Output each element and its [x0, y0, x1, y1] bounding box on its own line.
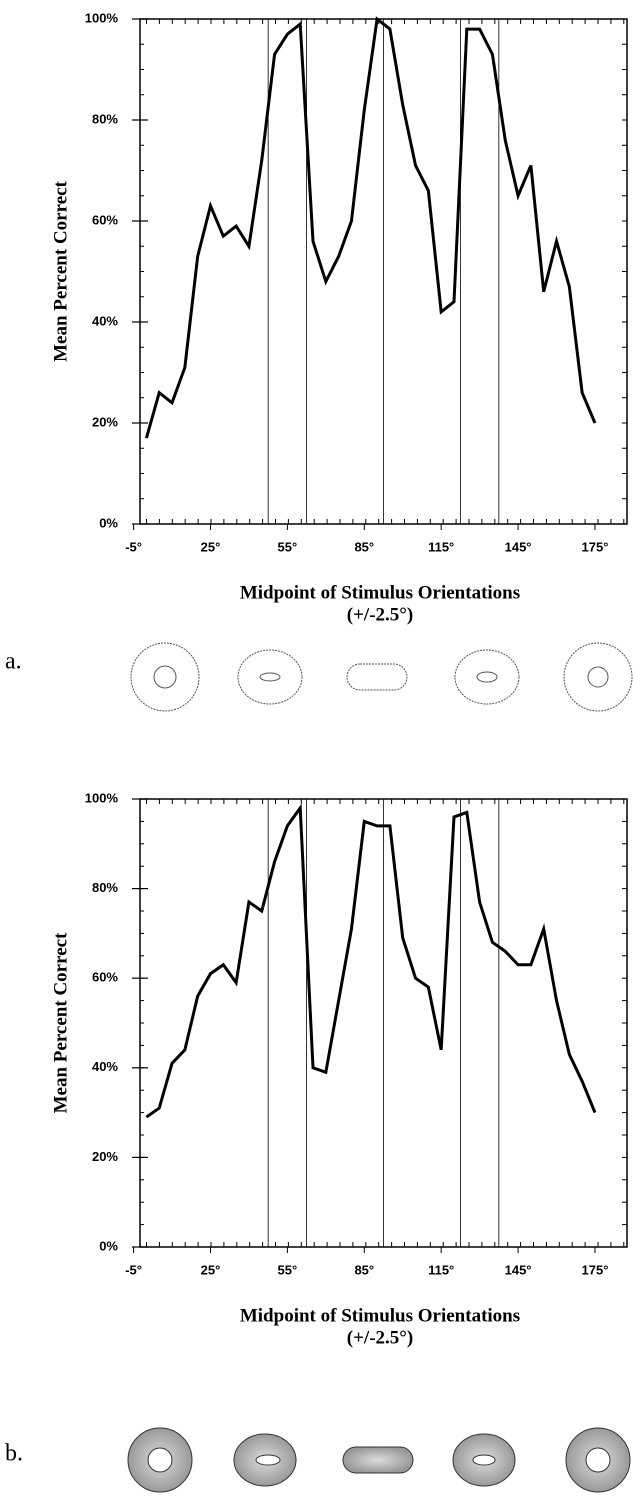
x-tick-label: -5°	[125, 1262, 142, 1277]
x-tick-label: 25°	[201, 1262, 221, 1277]
icons-a	[130, 642, 633, 712]
x-tick-label: -5°	[125, 539, 142, 554]
y-tick-label: 100%	[85, 790, 119, 805]
data-line	[145, 803, 597, 1119]
panel-label: b.	[5, 1441, 23, 1467]
x-tick-label: 55°	[278, 1262, 298, 1277]
y-tick-label: 40%	[92, 1059, 118, 1074]
x-tick-label: 85°	[354, 539, 374, 554]
data-line	[144, 16, 597, 439]
x-axis-label: Midpoint of Stimulus Orientations	[240, 1305, 520, 1326]
x-tick-label: 175°	[582, 1262, 609, 1277]
x-tick-label: 115°	[428, 1262, 454, 1277]
y-tick-label: 60%	[92, 212, 118, 227]
y-tick-label: 20%	[92, 414, 118, 429]
x-tick-label: 85°	[354, 1262, 374, 1277]
x-tick-label: 55°	[278, 539, 298, 554]
x-tick-label: 145°	[505, 539, 532, 554]
x-tick-label: 145°	[505, 1262, 532, 1277]
x-axis-label: (+/-2.5°)	[347, 1327, 413, 1348]
y-tick-label: 40%	[92, 313, 118, 328]
x-tick-label: 115°	[428, 539, 454, 554]
y-tick-label: 0%	[99, 1238, 118, 1253]
x-axis-label: Midpoint of Stimulus Orientations	[240, 582, 520, 603]
y-axis-label: Mean Percent Correct	[50, 180, 71, 361]
y-tick-label: 80%	[92, 880, 118, 895]
y-axis-label: Mean Percent Correct	[50, 932, 71, 1113]
x-tick-label: 25°	[201, 539, 221, 554]
panel-label: a.	[5, 649, 22, 675]
x-tick-label: 175°	[582, 539, 609, 554]
icons-b	[127, 1427, 631, 1493]
y-tick-label: 0%	[99, 515, 118, 530]
y-tick-label: 60%	[92, 970, 118, 985]
y-tick-label: 80%	[92, 111, 118, 126]
x-axis-label: (+/-2.5°)	[347, 604, 413, 625]
y-tick-label: 100%	[85, 10, 119, 25]
y-tick-label: 20%	[92, 1149, 118, 1164]
